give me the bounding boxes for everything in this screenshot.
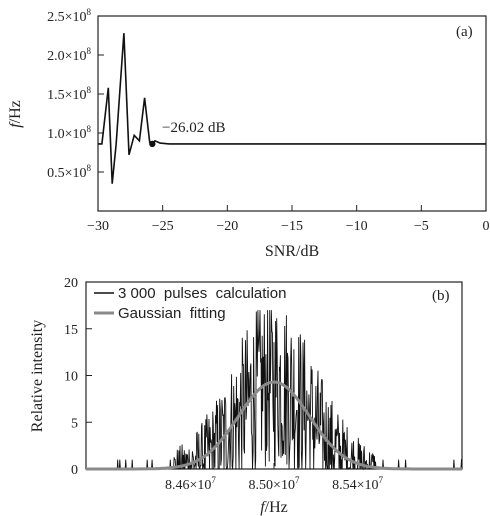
plot-frame-a xyxy=(97,15,487,212)
panel-a: −30 −25 −20 −15 −10 −5 0 0.5×108 1.0×108 1.5×108 2… xyxy=(7,7,490,260)
y-tick-label-b: 5 xyxy=(71,416,78,431)
y-tick-label-a: 1.5×108 xyxy=(47,85,91,103)
y-tick-label-b: 0 xyxy=(71,463,78,478)
x-tick-label-b: 8.50×107 xyxy=(249,475,300,493)
panel-label-a: (a) xyxy=(456,24,473,40)
x-tick-label-a: −15 xyxy=(281,219,303,234)
axes-b: 8.46×107 8.50×107 8.54×107 0 5 10 15 20 xyxy=(64,276,384,493)
y-tick-label-b: 15 xyxy=(64,323,78,338)
x-axis-label-b-unit: /Hz xyxy=(265,499,288,516)
x-axis-label-b-symbol: f xyxy=(260,499,267,516)
legend-label-pulses: 3 000 pulses calculation xyxy=(118,285,286,302)
y-tick-label-a: 1.0×108 xyxy=(47,124,91,142)
legend: 3 000 pulses calculation Gaussian fittin… xyxy=(94,285,286,322)
x-tick-label-b: 8.54×107 xyxy=(332,475,383,493)
y-axis-label-b: Relative intensity xyxy=(29,320,46,432)
x-tick-label-a: −10 xyxy=(346,219,368,234)
panel-b: 8.46×107 8.50×107 8.54×107 0 5 10 15 20 (b) 3 0… xyxy=(29,276,463,516)
x-tick-label-a: −20 xyxy=(216,219,238,234)
y-tick-label-a: 0.5×108 xyxy=(47,163,91,181)
series-line-a xyxy=(98,33,486,184)
x-tick-label-a: −30 xyxy=(87,219,109,234)
series-line-pulses xyxy=(86,310,462,471)
y-tick-label-b: 10 xyxy=(64,370,78,385)
y-axis-label-a-symbol: f xyxy=(7,121,24,128)
x-tick-label-a: 0 xyxy=(483,219,490,234)
y-tick-label-b: 20 xyxy=(64,276,78,291)
x-tick-label-b: 8.46×107 xyxy=(165,475,216,493)
legend-label-gaussian: Gaussian fitting xyxy=(118,305,226,322)
threshold-annotation: −26.02 dB xyxy=(162,120,225,136)
x-axis-label-a: SNR/dB xyxy=(265,243,319,260)
threshold-marker xyxy=(149,140,156,148)
y-tick-label-a: 2.0×108 xyxy=(47,46,91,64)
panel-label-b: (b) xyxy=(432,288,450,304)
y-axis-label-a-unit: /Hz xyxy=(7,100,24,123)
series-line-gaussian xyxy=(86,380,462,471)
x-tick-label-a: −5 xyxy=(414,219,429,234)
x-axis-label-b: f/Hz xyxy=(260,499,288,516)
axes-a: −30 −25 −20 −15 −10 −5 0 0.5×108 1.0×108 1.5×108 2… xyxy=(47,7,489,234)
x-tick-label-a: −25 xyxy=(152,219,174,234)
y-tick-label-a: 2.5×108 xyxy=(47,7,91,25)
y-axis-label-a: f/Hz xyxy=(7,100,24,128)
